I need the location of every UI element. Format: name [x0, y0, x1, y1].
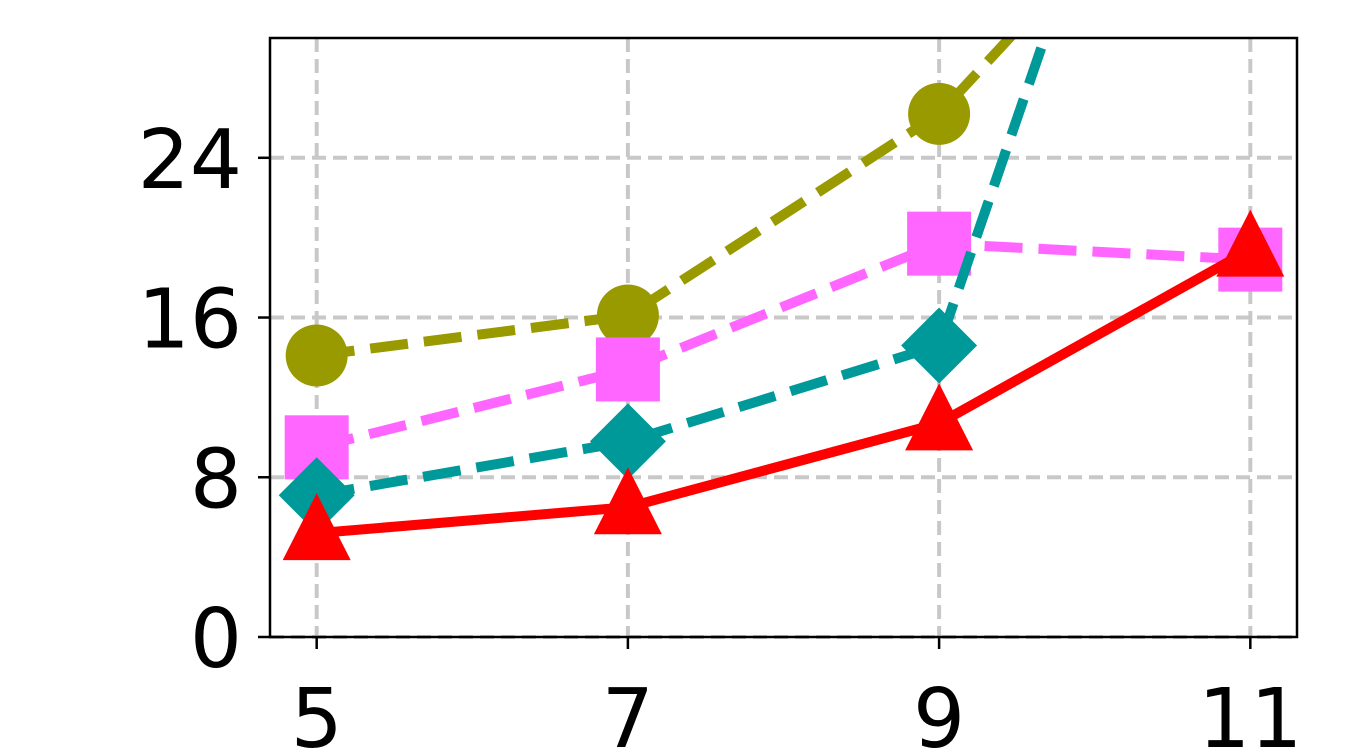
y-tick-label: 0: [190, 592, 242, 687]
plot-area: [278, 39, 1285, 561]
series-line: [315, 238, 1251, 453]
y-tick-label: 8: [190, 432, 242, 527]
marker: [901, 307, 978, 384]
marker: [593, 467, 662, 535]
marker: [589, 403, 666, 480]
x-tick-label: 7: [602, 672, 654, 750]
marker: [596, 284, 659, 347]
marker: [282, 493, 351, 561]
marker: [905, 383, 974, 451]
ticks: 0 8 16 24 5 7 9 11: [138, 113, 1303, 750]
marker: [1216, 209, 1285, 277]
x-tick-label: 9: [913, 672, 965, 750]
marker: [595, 337, 660, 402]
axes-frame: [268, 36, 1299, 639]
series-line: [316, 245, 1253, 539]
x-tick-label: 5: [291, 672, 343, 750]
y-tick-label: 16: [138, 273, 242, 368]
marker: [907, 211, 972, 276]
x-tick-label: 11: [1198, 672, 1302, 750]
marker: [285, 324, 348, 387]
series-line: [316, 39, 1016, 361]
marker: [908, 82, 971, 145]
y-tick-label: 24: [138, 113, 242, 208]
